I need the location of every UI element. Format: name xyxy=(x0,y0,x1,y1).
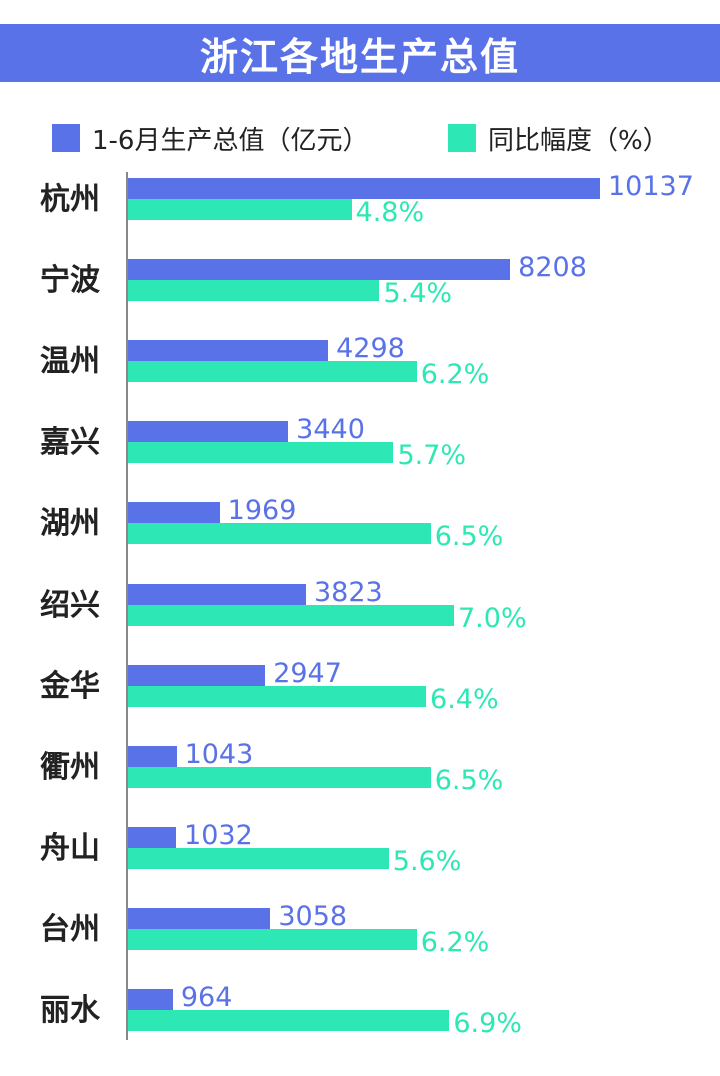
growth-label: 4.8% xyxy=(355,197,425,228)
bar-growth xyxy=(128,199,352,220)
bar-growth xyxy=(128,766,431,788)
city-label: 杭州 xyxy=(40,182,100,217)
legend-item-growth: 同比幅度（%） xyxy=(448,118,669,158)
growth-label: 6.5% xyxy=(434,764,504,796)
value-label: 8208 xyxy=(518,252,587,284)
city-label: 衢州 xyxy=(40,749,100,785)
value-label: 1043 xyxy=(184,738,254,770)
bar-value xyxy=(128,178,600,199)
bar-growth xyxy=(128,1010,450,1031)
legend-swatch-value xyxy=(52,124,80,152)
city-label: 舟山 xyxy=(40,830,100,866)
bar-value xyxy=(128,583,306,605)
legend-swatch-growth xyxy=(448,124,476,152)
value-label: 3058 xyxy=(278,900,348,932)
value-label: 2947 xyxy=(273,657,342,689)
bar-growth xyxy=(128,523,431,545)
bar-value xyxy=(128,826,177,848)
city-label: 湖州 xyxy=(40,506,100,542)
value-label: 964 xyxy=(180,982,233,1013)
growth-label: 5.4% xyxy=(383,278,453,310)
chart-title: 浙江各地生产总值 xyxy=(0,24,720,82)
legend-item-value: 1-6月生产总值（亿元） xyxy=(52,118,368,158)
bar-value xyxy=(128,340,329,362)
bar-value xyxy=(128,259,511,281)
growth-label: 6.2% xyxy=(420,359,490,391)
growth-label: 5.6% xyxy=(392,845,462,877)
growth-label: 6.4% xyxy=(430,683,499,715)
growth-label: 6.5% xyxy=(434,521,504,553)
bar-growth xyxy=(128,685,427,707)
growth-label: 5.7% xyxy=(397,440,467,472)
bar-value xyxy=(128,421,289,443)
city-label: 绍兴 xyxy=(40,587,100,623)
city-label: 台州 xyxy=(40,911,100,947)
bar-value xyxy=(128,745,177,767)
legend-label-growth: 同比幅度（%） xyxy=(488,125,669,156)
bar-growth xyxy=(128,442,394,464)
legend-label-value: 1-6月生产总值（亿元） xyxy=(92,125,369,156)
growth-label: 7.0% xyxy=(458,602,527,634)
city-label: 丽水 xyxy=(40,993,100,1028)
value-label: 4298 xyxy=(336,333,405,365)
growth-label: 6.2% xyxy=(420,926,490,958)
bar-growth xyxy=(128,928,417,950)
value-label: 3823 xyxy=(314,576,383,608)
city-label: 金华 xyxy=(40,668,100,704)
value-label: 10137 xyxy=(608,171,694,202)
bar-growth xyxy=(128,604,454,626)
legend: 1-6月生产总值（亿元） 同比幅度（%） xyxy=(0,118,720,158)
bar-value xyxy=(128,664,266,686)
value-label: 1032 xyxy=(184,819,253,851)
bar-growth xyxy=(128,361,417,383)
growth-label: 6.9% xyxy=(453,1008,522,1039)
bar-value xyxy=(128,989,173,1010)
value-label: 1969 xyxy=(227,495,297,527)
bar-value xyxy=(128,502,220,524)
city-label: 嘉兴 xyxy=(40,425,100,461)
bar-growth xyxy=(128,847,389,869)
city-label: 宁波 xyxy=(40,263,100,299)
bar-growth xyxy=(128,280,380,302)
bar-value xyxy=(128,907,271,929)
value-label: 3440 xyxy=(296,414,365,446)
city-label: 温州 xyxy=(40,344,100,380)
category-axis-line xyxy=(126,172,128,1040)
